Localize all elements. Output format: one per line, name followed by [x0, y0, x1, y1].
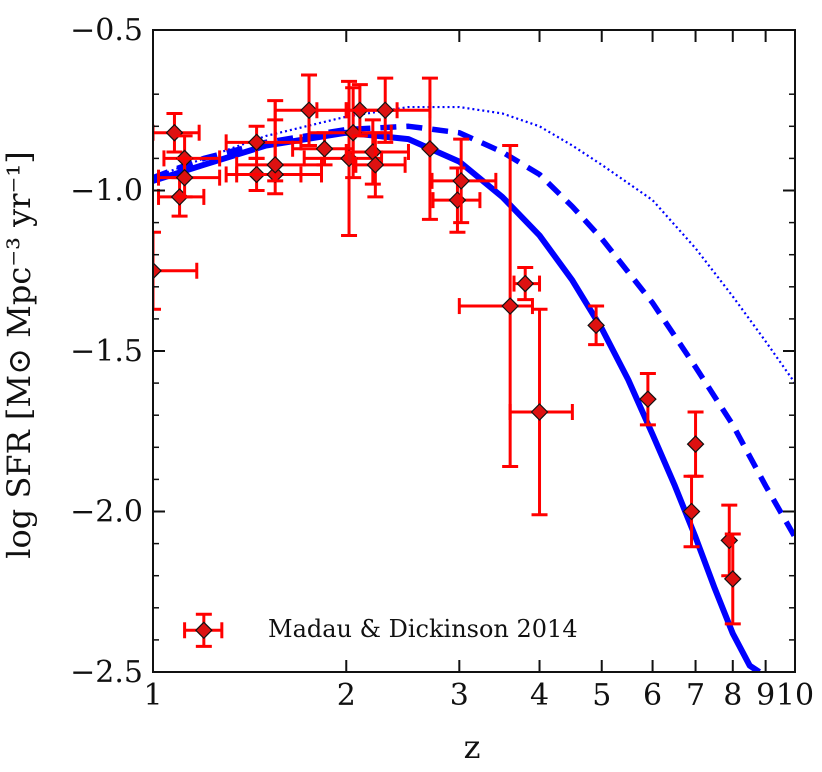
y-tick-label-2: −1.5: [70, 334, 143, 369]
data-point-1: [153, 111, 201, 154]
data-point-15: [354, 131, 407, 199]
diamond-marker-10: [315, 139, 334, 158]
diamond-marker-16: [376, 101, 395, 120]
data-point-20: [457, 144, 534, 469]
axes-layer: −0.5 −1.0 −1.5 −2.0 −2.51 2 3 4 5 6 7 8 9 10: [70, 13, 814, 713]
curve-solid: [153, 129, 762, 672]
x-tick-label-4: 5: [592, 678, 611, 713]
data-point-0: [153, 230, 199, 311]
diamond-marker-4: [175, 168, 194, 187]
y-axis-label: log SFR [M⊙ Mpc⁻³ yr⁻¹]: [0, 151, 38, 558]
x-tick-label-9: 10: [776, 678, 814, 713]
diamond-marker-24: [639, 390, 657, 408]
y-tick-label-0: −0.5: [70, 13, 143, 48]
x-tick-label-0: 1: [143, 678, 162, 713]
diamond-marker-0: [153, 261, 162, 280]
diamond-marker-9: [300, 101, 318, 120]
y-tick-label-1: −1.0: [70, 174, 143, 209]
data-point-26: [682, 474, 701, 549]
data-point-19: [430, 137, 498, 225]
legend-text: Madau & Dickinson 2014: [268, 615, 578, 643]
data-point-28: [723, 532, 742, 626]
diamond-marker-19: [452, 172, 471, 190]
x-tick-label-2: 3: [450, 678, 469, 713]
x-tick-label-1: 2: [337, 678, 356, 713]
y-tick-label-4: −2.5: [70, 655, 143, 690]
diamond-marker-28: [723, 570, 742, 588]
diamond-marker-15: [366, 155, 385, 174]
curve-dashed: [153, 123, 795, 539]
x-tick-label-8: 9: [756, 678, 775, 713]
x-tick-label-6: 7: [686, 678, 705, 713]
diamond-marker-26: [682, 502, 701, 521]
data-point-25: [686, 410, 705, 478]
x-axis-label: z: [464, 728, 481, 766]
legend-diamond-marker: [194, 621, 213, 640]
diamond-marker-5: [247, 133, 266, 152]
labels-layer: z log SFR [M⊙ Mpc⁻³ yr⁻¹]: [0, 151, 480, 766]
diamond-marker-22: [530, 403, 549, 421]
legend: Madau & Dickinson 2014: [183, 612, 578, 648]
data-point-24: [639, 371, 657, 427]
data-point-17: [421, 76, 439, 221]
y-tick-label-3: −2.0: [70, 495, 143, 530]
x-tick-label-3: 4: [530, 678, 549, 713]
x-tick-label-5: 6: [643, 678, 662, 713]
data-point-9: [273, 73, 348, 148]
data-point-21: [512, 266, 542, 302]
legend-marker: [183, 612, 224, 648]
data-point-22: [508, 307, 574, 517]
diamond-marker-25: [686, 435, 705, 453]
plot-layer: [153, 73, 795, 672]
diamond-marker-8: [266, 155, 285, 174]
x-tick-label-7: 8: [723, 678, 742, 713]
data-point-23: [587, 304, 605, 347]
data-point-4: [157, 156, 222, 199]
diamond-marker-23: [587, 316, 605, 335]
diamond-marker-20: [501, 297, 519, 315]
diamond-marker-17: [421, 139, 439, 158]
diamond-marker-21: [516, 274, 535, 293]
